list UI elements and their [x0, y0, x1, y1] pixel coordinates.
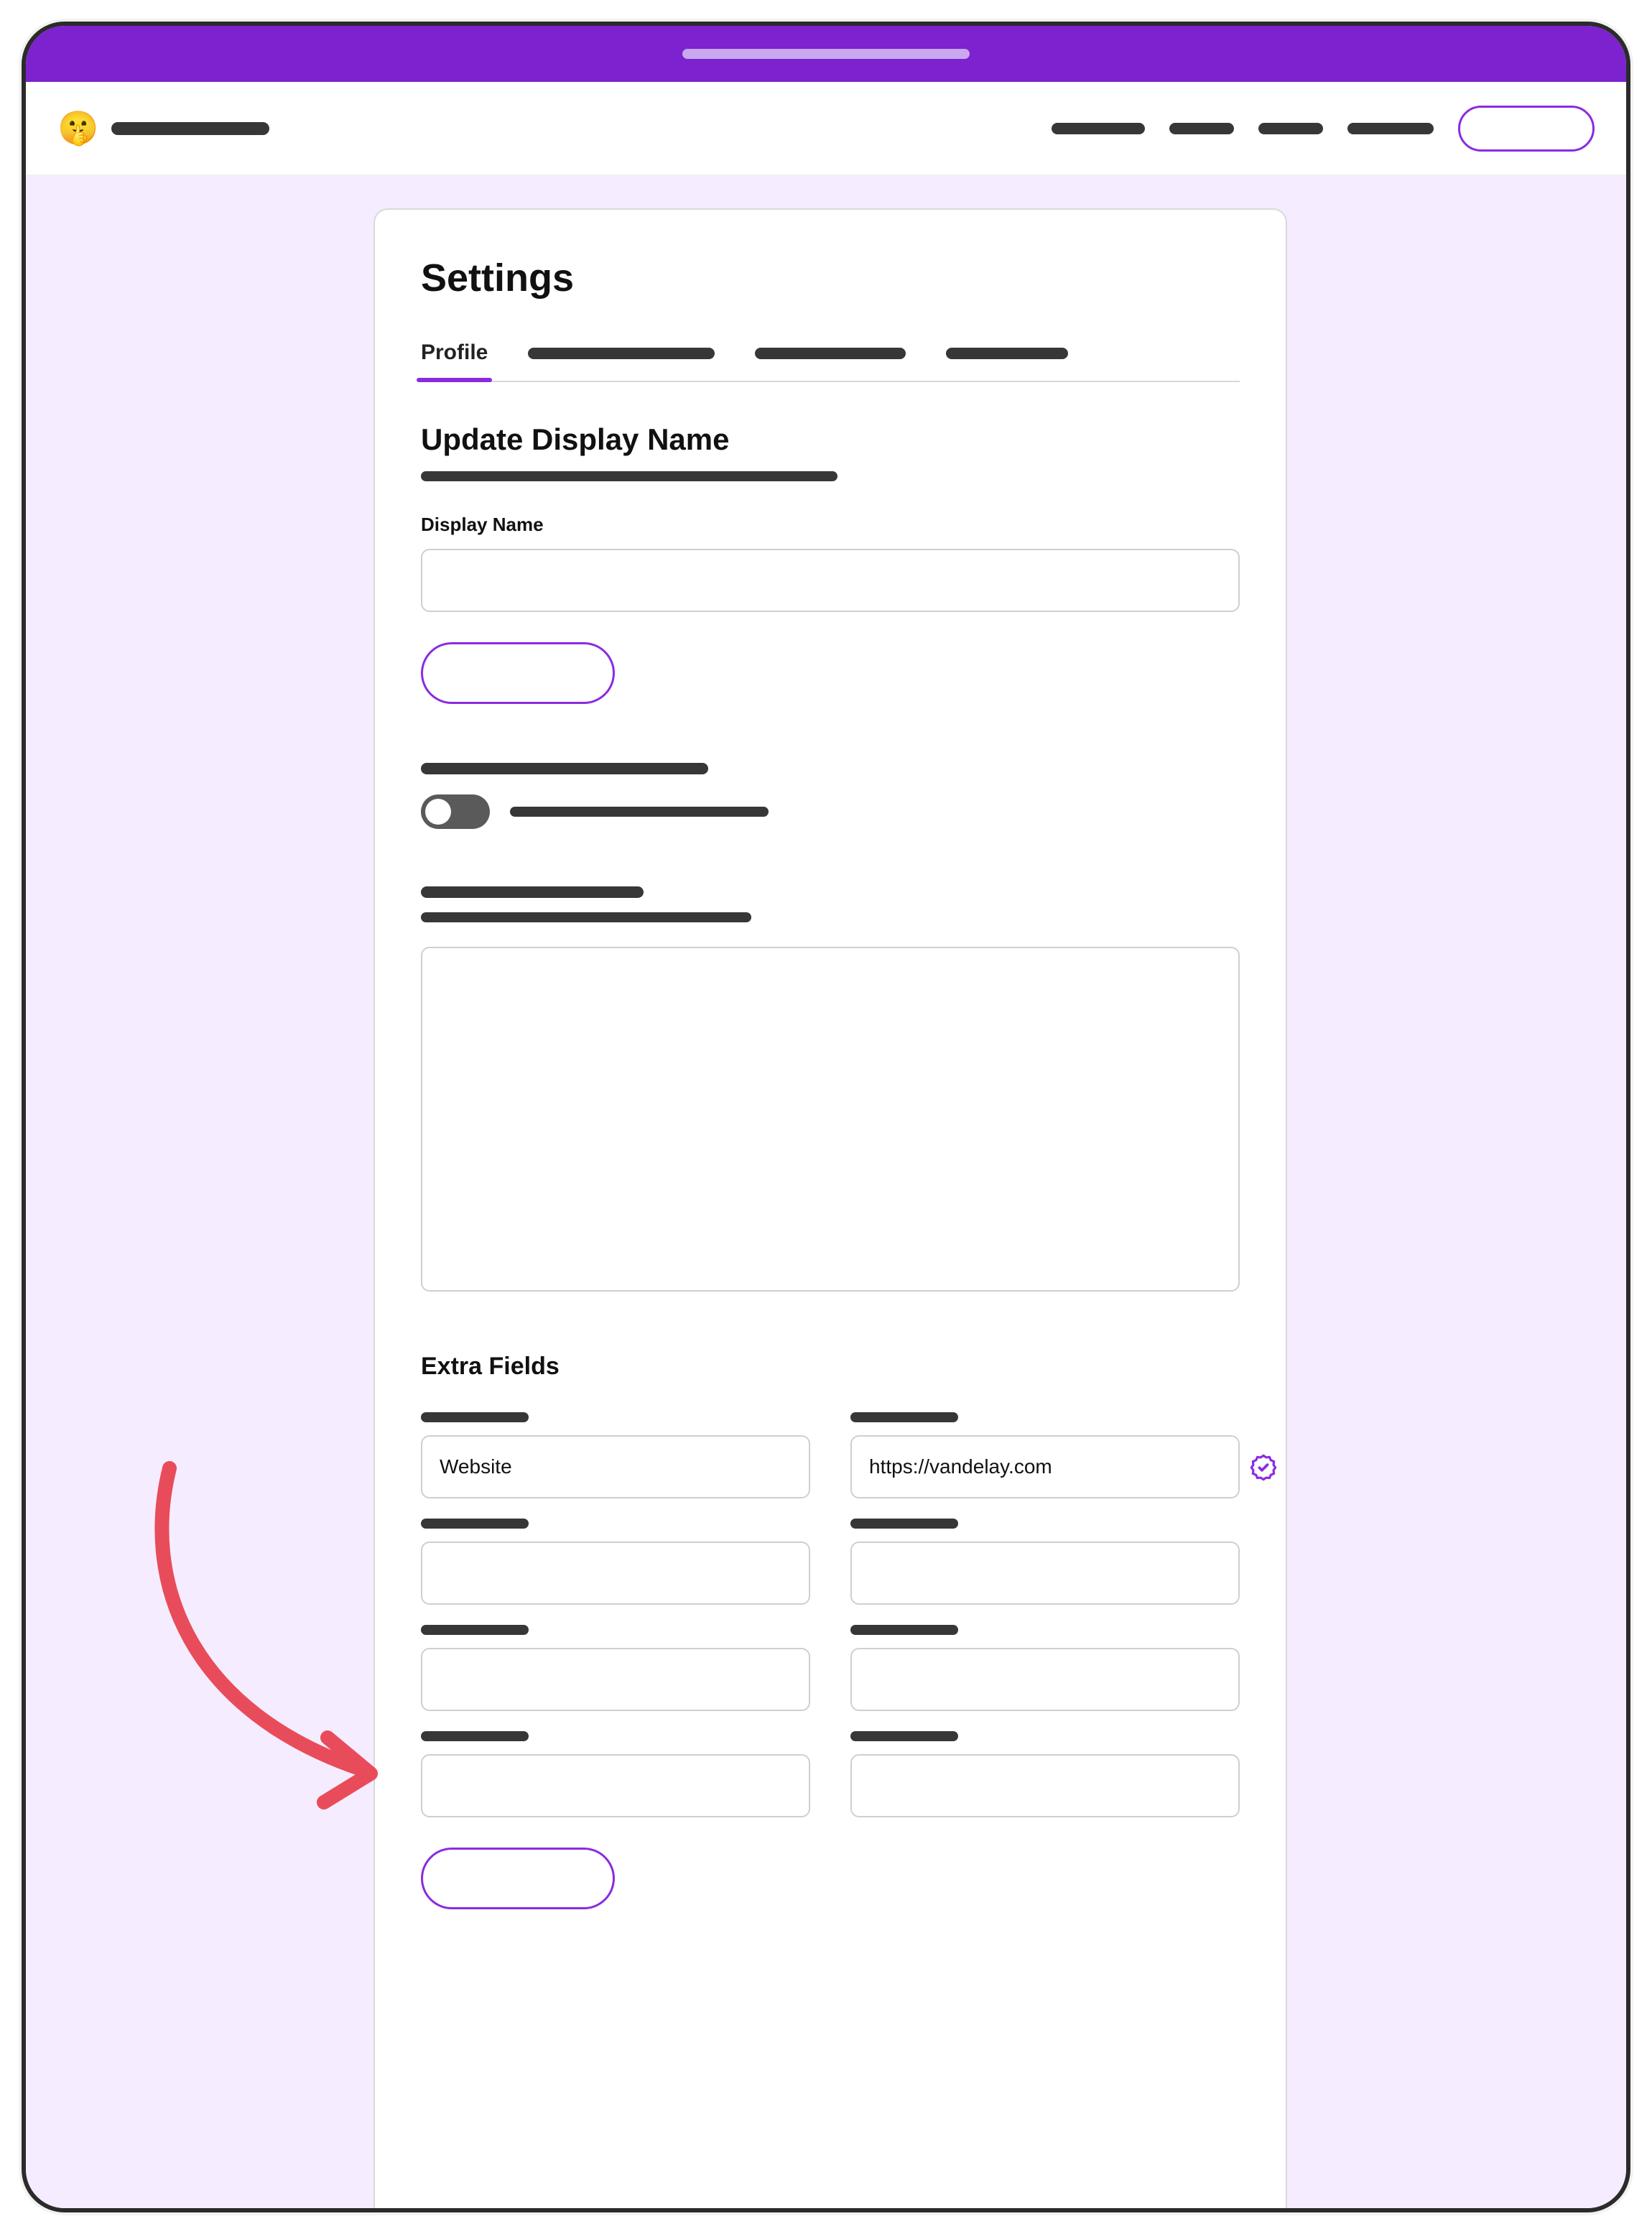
window-titlebar	[26, 26, 1626, 82]
extra-fields-grid	[421, 1412, 1240, 1817]
brand[interactable]: 🤫	[57, 108, 269, 148]
section-title-display-name: Update Display Name	[421, 422, 1240, 457]
display-name-input[interactable]	[421, 549, 1240, 612]
field-label	[850, 1519, 958, 1529]
tab-item[interactable]	[755, 340, 906, 381]
extra-field-value	[850, 1412, 1240, 1498]
tab-item[interactable]	[528, 340, 715, 381]
field-label	[421, 1625, 529, 1635]
field-label	[421, 1519, 529, 1529]
page-title: Settings	[421, 256, 1240, 300]
section-description	[421, 471, 837, 481]
extra-field-key	[421, 1731, 810, 1817]
privacy-toggle-row	[421, 794, 1240, 829]
save-extra-fields-button[interactable]	[421, 1848, 615, 1909]
extra-field-value	[850, 1625, 1240, 1711]
extra-field-value-input-1[interactable]	[850, 1542, 1240, 1605]
extra-field-key-input-3[interactable]	[421, 1754, 810, 1817]
settings-card: Settings Profile Update Display Name Dis…	[373, 208, 1287, 2208]
extra-field-key-input-1[interactable]	[421, 1542, 810, 1605]
extra-field-key	[421, 1412, 810, 1498]
tab-item[interactable]	[946, 340, 1068, 381]
verified-badge-icon	[1250, 1454, 1277, 1481]
extra-field-value	[850, 1731, 1240, 1817]
toggle-knob-icon	[425, 799, 451, 825]
nav-link[interactable]	[1258, 123, 1323, 134]
top-nav: 🤫	[26, 82, 1626, 175]
field-label	[421, 1412, 529, 1422]
brand-emoji-icon: 🤫	[57, 108, 98, 148]
settings-tabs: Profile	[421, 340, 1240, 382]
nav-link[interactable]	[1347, 123, 1434, 134]
header-cta-button[interactable]	[1458, 106, 1595, 152]
page-stage: Settings Profile Update Display Name Dis…	[26, 175, 1626, 2208]
toggle-label	[510, 807, 769, 817]
extra-field-key	[421, 1625, 810, 1711]
brand-name	[111, 122, 269, 135]
nav-links	[1052, 123, 1434, 134]
extra-field-key	[421, 1519, 810, 1605]
extra-field-value-input-3[interactable]	[850, 1754, 1240, 1817]
extra-field-value-input-2[interactable]	[850, 1648, 1240, 1711]
bio-textarea[interactable]	[421, 947, 1240, 1292]
extra-field-value	[850, 1519, 1240, 1605]
section-title-placeholder	[421, 886, 644, 898]
nav-link[interactable]	[1052, 123, 1145, 134]
nav-link[interactable]	[1169, 123, 1234, 134]
section-title-extra-fields: Extra Fields	[421, 1353, 1240, 1381]
extra-field-key-input-0[interactable]	[421, 1435, 810, 1498]
section-description	[421, 912, 751, 922]
window-notch	[682, 49, 970, 59]
field-label	[421, 1731, 529, 1741]
extra-field-value-input-0[interactable]	[850, 1435, 1240, 1498]
extra-field-key-input-2[interactable]	[421, 1648, 810, 1711]
display-name-label: Display Name	[421, 514, 1240, 536]
privacy-toggle[interactable]	[421, 794, 490, 829]
field-label	[850, 1412, 958, 1422]
save-display-name-button[interactable]	[421, 642, 615, 704]
device-frame: 🤫 Settings Profile Update Display Name D…	[22, 22, 1630, 2212]
section-title-placeholder	[421, 763, 708, 774]
field-label	[850, 1731, 958, 1741]
tab-profile[interactable]: Profile	[421, 340, 488, 381]
field-label	[850, 1625, 958, 1635]
